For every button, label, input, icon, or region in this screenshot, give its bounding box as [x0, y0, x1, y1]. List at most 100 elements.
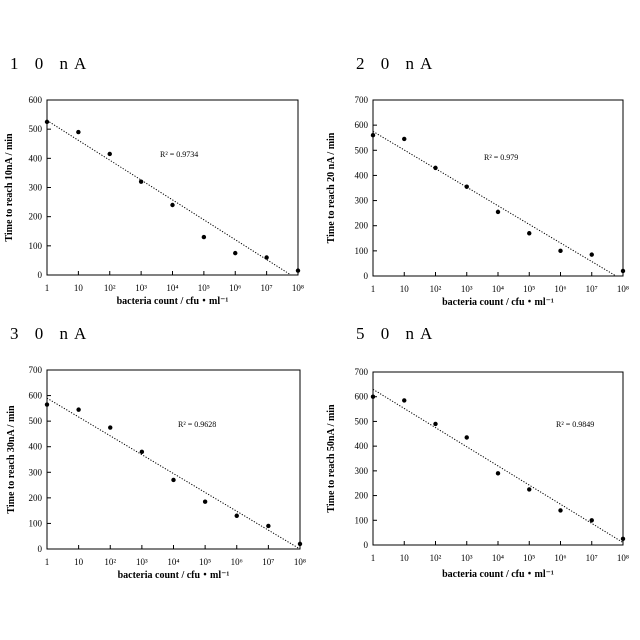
x-tick-label: 1 — [371, 284, 376, 294]
x-tick-label: 10⁴ — [492, 284, 504, 294]
y-tick-label: 100 — [29, 241, 43, 251]
y-tick-label: 100 — [29, 518, 43, 528]
data-point — [527, 231, 531, 235]
y-tick-label: 300 — [355, 466, 369, 476]
chart-panel-30na: 3 0 nA 010020030040050060070011010²10³10… — [0, 320, 320, 640]
x-tick-label: 1 — [45, 283, 50, 293]
x-tick-label: 10² — [104, 557, 116, 567]
x-tick-label: 10⁶ — [554, 553, 566, 563]
x-tick-label: 10⁵ — [198, 283, 210, 293]
x-tick-label: 10³ — [461, 553, 473, 563]
x-tick-label: 10² — [430, 553, 442, 563]
x-tick-label: 10⁸ — [617, 553, 629, 563]
data-point — [235, 514, 239, 518]
x-tick-label: 10³ — [135, 283, 147, 293]
y-tick-label: 400 — [355, 441, 369, 451]
y-tick-label: 0 — [38, 270, 43, 280]
x-tick-label: 10⁶ — [229, 283, 241, 293]
chart-panel-50na: 5 0 nA 010020030040050060070011010²10³10… — [320, 320, 640, 640]
y-tick-label: 700 — [355, 95, 369, 105]
y-tick-label: 100 — [355, 246, 369, 256]
data-point — [264, 255, 268, 259]
y-tick-label: 200 — [355, 221, 369, 231]
data-point — [298, 542, 302, 546]
r-squared-label: R² = 0.9734 — [160, 150, 198, 159]
y-tick-label: 0 — [364, 540, 369, 550]
x-tick-label: 10⁵ — [523, 553, 535, 563]
y-tick-label: 200 — [29, 212, 43, 222]
x-tick-label: 10⁸ — [292, 283, 304, 293]
data-point — [558, 249, 562, 253]
trend-line — [373, 389, 623, 542]
x-tick-label: 10² — [430, 284, 442, 294]
x-tick-label: 10⁷ — [261, 283, 273, 293]
x-tick-label: 10 — [74, 557, 84, 567]
x-tick-label: 10⁷ — [586, 284, 598, 294]
data-point — [296, 268, 300, 272]
chart-svg: 0 100 200 300 400 500 600 700 1 10 10² 10³ 10⁴ 10⁵ 10⁶… — [320, 320, 640, 640]
trend-line — [47, 398, 300, 549]
chart-svg: 010020030040050060070011010²10³10⁴10⁵10⁶… — [320, 0, 640, 320]
data-point — [558, 508, 562, 512]
y-tick-label: 600 — [29, 391, 43, 401]
y-tick-label: 300 — [29, 183, 43, 193]
data-point — [496, 471, 500, 475]
y-tick-label: 500 — [29, 124, 43, 134]
y-tick-label: 400 — [355, 170, 369, 180]
chart-svg: 010020030040050060070011010²10³10⁴10⁵10⁶… — [0, 320, 320, 640]
data-point — [108, 152, 112, 156]
data-point — [233, 251, 237, 255]
data-point — [45, 120, 49, 124]
y-axis-label: Time to reach 20 nA / min — [326, 132, 337, 243]
data-point — [76, 407, 80, 411]
x-tick-label: 10⁴ — [492, 553, 504, 563]
x-axis-label: bacteria count / cfu・ml⁻¹ — [442, 569, 554, 580]
data-point — [371, 133, 375, 137]
data-point — [402, 398, 406, 402]
y-tick-label: 400 — [29, 153, 43, 163]
chart-panel-10na: 1 0 nA 010020030040050060011010²10³10⁴10… — [0, 0, 320, 320]
r-squared-label: R² = 0.979 — [484, 153, 518, 162]
x-tick-label: 1 — [371, 553, 376, 563]
chart-panel-20na: 2 0 nA 010020030040050060070011010²10³10… — [320, 0, 640, 320]
y-tick-label: 0 — [38, 544, 43, 554]
data-point — [139, 179, 143, 183]
x-tick-label: 10⁶ — [554, 284, 566, 294]
data-point — [108, 425, 112, 429]
data-point — [465, 435, 469, 439]
data-point — [527, 487, 531, 491]
y-tick-label: 300 — [29, 467, 43, 477]
data-point — [45, 402, 49, 406]
data-point — [203, 499, 207, 503]
x-tick-label: 10 — [400, 284, 410, 294]
x-tick-label: 10⁵ — [523, 284, 535, 294]
data-point — [202, 235, 206, 239]
data-point — [76, 130, 80, 134]
y-tick-label: 700 — [355, 367, 369, 377]
y-tick-label: 200 — [29, 493, 43, 503]
data-point — [621, 537, 625, 541]
y-axis-label: Time to reach 10nA / min — [4, 133, 15, 242]
y-tick-label: 300 — [355, 196, 369, 206]
y-tick-label: 500 — [355, 416, 369, 426]
x-axis-label: bacteria count / cfu・ml⁻¹ — [442, 297, 554, 308]
data-point — [371, 395, 375, 399]
y-tick-label: 100 — [355, 515, 369, 525]
y-axis-label: Time to reach 30nA / min — [6, 405, 17, 514]
x-axis-label: bacteria count / cfu・ml⁻¹ — [118, 570, 230, 581]
data-point — [496, 210, 500, 214]
y-tick-label: 600 — [355, 392, 369, 402]
x-tick-label: 1 — [45, 557, 50, 567]
y-tick-label: 500 — [355, 145, 369, 155]
x-tick-label: 10⁴ — [167, 557, 179, 567]
y-tick-label: 600 — [29, 95, 43, 105]
x-tick-label: 10 — [74, 283, 84, 293]
data-point — [465, 185, 469, 189]
data-point — [170, 203, 174, 207]
x-tick-label: 10 — [400, 553, 410, 563]
data-point — [402, 137, 406, 141]
y-tick-label: 200 — [355, 491, 369, 501]
x-tick-label: 10⁶ — [231, 557, 243, 567]
plot-frame — [47, 100, 298, 275]
plot-frame — [373, 372, 623, 545]
